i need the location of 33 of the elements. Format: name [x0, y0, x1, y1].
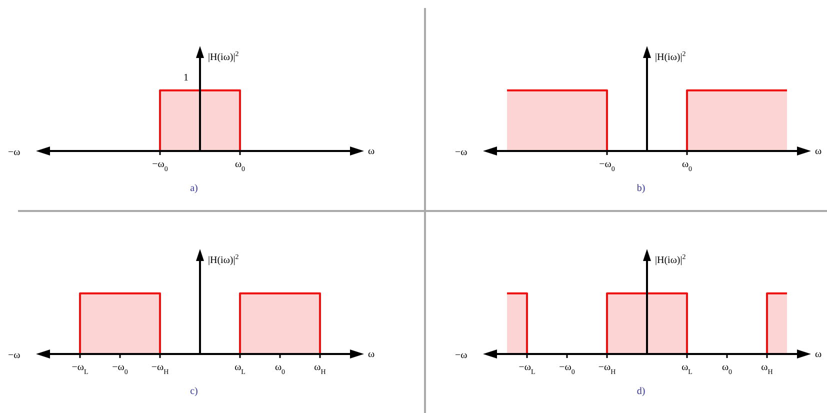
x-axis-title: ω — [815, 146, 822, 157]
x-tick-label: ω$_{0}$ — [274, 362, 286, 376]
x-tick-label: ω$_{0}$ — [682, 159, 693, 173]
y-axis-title: |H(iω)|$^{2}$ — [208, 50, 240, 63]
text: −ω — [8, 147, 21, 158]
x-tick-label: ω$_{H}$ — [314, 362, 326, 376]
text: a) — [190, 183, 198, 194]
x-tick-label: −ω$_{H}$ — [598, 362, 616, 376]
x-tick-label: ω$_{H}$ — [761, 362, 773, 376]
x-tick-label: −ω$_{0}$ — [112, 362, 128, 376]
x-tick-label: −ω$_{L}$ — [518, 362, 536, 376]
text: −ω — [455, 147, 468, 158]
text: b) — [636, 183, 646, 194]
x-tick-label: −ω$_{H}$ — [151, 362, 169, 376]
x-tick-label: −ω$_{0}$ — [152, 159, 168, 173]
y-axis-title: |H(iω)|$^{2}$ — [208, 253, 240, 266]
text: −ω — [8, 350, 21, 361]
x-axis-title: ω — [815, 349, 822, 360]
x-tick-label: ω$_{L}$ — [682, 362, 692, 376]
text: −ω — [455, 350, 468, 361]
x-tick-label: ω$_{0}$ — [234, 159, 246, 173]
x-tick-label: ω$_{L}$ — [234, 362, 246, 376]
y-axis-title: |H(iω)|$^{2}$ — [655, 253, 686, 266]
annotation: 1 — [184, 72, 188, 84]
text: d) — [636, 386, 646, 397]
x-axis-title: ω — [368, 146, 375, 157]
x-tick-label: −ω$_{L}$ — [72, 362, 88, 376]
text: c) — [190, 386, 198, 397]
x-tick-label: −ω$_{0}$ — [559, 362, 576, 376]
x-tick-label: −ω$_{0}$ — [599, 159, 616, 173]
x-tick-label: ω$_{0}$ — [722, 362, 733, 376]
y-axis-title: |H(iω)|$^{2}$ — [655, 50, 686, 63]
x-axis-title: ω — [368, 349, 375, 360]
